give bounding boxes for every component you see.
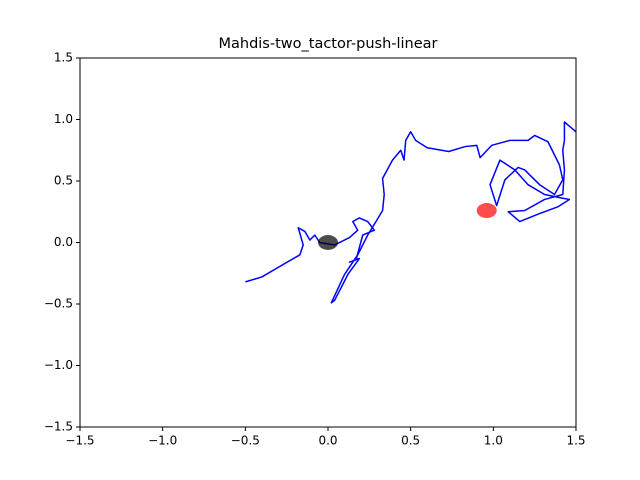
x-tick-label: 1.5 xyxy=(566,434,585,448)
chart-title: Mahdis-two_tactor-push-linear xyxy=(218,36,437,52)
y-tick-label: 1.0 xyxy=(54,112,73,126)
y-tick-label: 0.5 xyxy=(54,174,73,188)
position-marker xyxy=(318,235,338,250)
trajectory-line xyxy=(245,121,577,304)
y-tick-label: −0.5 xyxy=(44,297,73,311)
y-tick-label: 1.5 xyxy=(54,51,73,65)
x-tick-label: −1.5 xyxy=(65,434,94,448)
y-tick-label: −1.5 xyxy=(44,420,73,434)
y-tick-label: 0.0 xyxy=(54,235,73,249)
position-marker xyxy=(476,203,497,219)
x-tick-label: 1.0 xyxy=(484,434,503,448)
x-tick-label: 0.0 xyxy=(318,434,337,448)
x-tick-label: −0.5 xyxy=(231,434,260,448)
y-tick-label: −1.0 xyxy=(44,358,73,372)
x-tick-label: −1.0 xyxy=(148,434,177,448)
x-tick-label: 0.5 xyxy=(401,434,420,448)
